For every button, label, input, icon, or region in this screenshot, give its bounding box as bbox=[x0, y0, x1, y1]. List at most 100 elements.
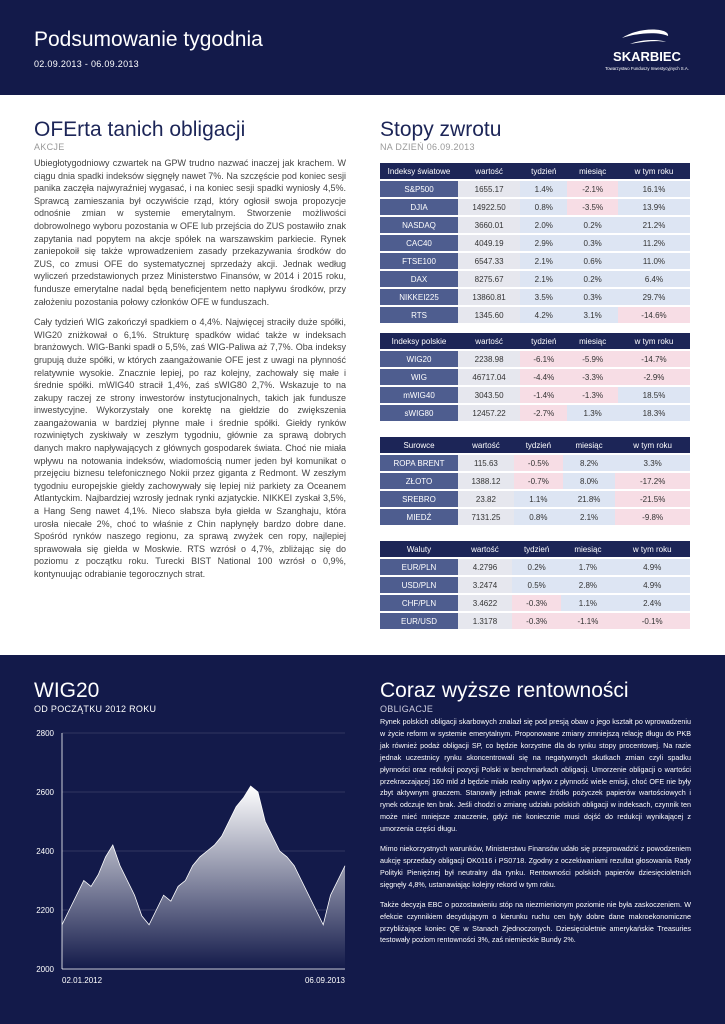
cell: -0.3% bbox=[511, 594, 562, 613]
row-label: S&P500 bbox=[380, 180, 458, 199]
table-row: WIG 46717.04 -4.4% -3.3% -2.9% bbox=[380, 368, 690, 387]
paragraph: Mimo niekorzystnych warunków, Ministerst… bbox=[380, 844, 691, 889]
cell: 2.9% bbox=[520, 234, 568, 253]
cell: 21.2% bbox=[617, 216, 690, 235]
row-label: mWIG40 bbox=[380, 386, 458, 405]
row-label: WIG20 bbox=[380, 350, 458, 369]
cell: 0.5% bbox=[511, 576, 562, 595]
column-header: w tym roku bbox=[617, 163, 690, 181]
cell: 0.2% bbox=[567, 270, 618, 289]
header-row: Indeksy polskie wartość tydzień miesiąc w ty… bbox=[380, 333, 690, 351]
y-tick-label: 2800 bbox=[36, 729, 54, 738]
cell: 14922.50 bbox=[458, 198, 521, 217]
table-row: RTS 1345.60 4.2% 3.1% -14.6% bbox=[380, 306, 690, 325]
logo: SKARBIEC Towarzystwo Funduszy Inwestycyj… bbox=[605, 29, 689, 71]
cell: 2.1% bbox=[562, 508, 616, 527]
cell: 6.4% bbox=[617, 270, 690, 289]
y-tick-label: 2200 bbox=[36, 906, 54, 915]
cell: 0.6% bbox=[567, 252, 618, 271]
paragraph: Także decyzja EBC o pozostawieniu stóp n… bbox=[380, 899, 691, 945]
row-label: SREBRO bbox=[380, 490, 458, 509]
cell: 2.8% bbox=[561, 576, 615, 595]
table-row: sWIG80 12457.22 -2.7% 1.3% 18.3% bbox=[380, 404, 690, 423]
cell: 3.2474 bbox=[458, 576, 512, 595]
article-title: OFErta tanich obligacji bbox=[34, 118, 246, 141]
returns-table: Indeksy światowe wartość tydzień miesiąc w t… bbox=[380, 163, 690, 325]
cell: -0.7% bbox=[513, 472, 563, 491]
column-header: wartość bbox=[458, 163, 521, 181]
table-row: ZŁOTO 1388.12 -0.7% 8.0% -17.2% bbox=[380, 472, 690, 491]
row-label: CHF/PLN bbox=[380, 594, 458, 613]
header-row: Surowce wartość tydzień miesiąc w tym roku bbox=[380, 437, 690, 455]
cell: 6547.33 bbox=[458, 252, 521, 271]
column-header: w tym roku bbox=[617, 333, 690, 351]
cell: 16.1% bbox=[617, 180, 690, 199]
column-header: miesiąc bbox=[567, 333, 618, 351]
cell: 3043.50 bbox=[458, 386, 521, 405]
logo-text: SKARBIEC bbox=[613, 49, 682, 64]
cell: 2.0% bbox=[520, 216, 568, 235]
column-header: tydzień bbox=[520, 163, 568, 181]
cell: 0.2% bbox=[567, 216, 618, 235]
y-tick-label: 2000 bbox=[36, 965, 54, 974]
column-header: w tym roku bbox=[615, 437, 690, 455]
row-label: WIG bbox=[380, 368, 458, 387]
row-label: EUR/USD bbox=[380, 612, 458, 631]
row-label: USD/PLN bbox=[380, 576, 458, 595]
row-label: DJIA bbox=[380, 198, 458, 217]
column-header: Indeksy światowe bbox=[380, 163, 458, 181]
page-title: Podsumowanie tygodnia bbox=[34, 28, 263, 51]
cell: -2.7% bbox=[520, 404, 568, 423]
row-label: CAC40 bbox=[380, 234, 458, 253]
cell: 115.63 bbox=[458, 454, 514, 473]
column-header: miesiąc bbox=[562, 437, 616, 455]
cell: -14.6% bbox=[617, 306, 690, 325]
y-tick-label: 2600 bbox=[36, 788, 54, 797]
cell: 0.2% bbox=[511, 558, 562, 577]
paragraph: Rynek polskich obligacji skarbowych znal… bbox=[380, 717, 691, 834]
cell: -1.3% bbox=[567, 386, 618, 405]
paragraph: Cały tydzień WIG zakończył spadkiem o 4,… bbox=[34, 317, 346, 579]
cell: -6.1% bbox=[520, 350, 568, 369]
cell: 4.2796 bbox=[458, 558, 512, 577]
row-label: RTS bbox=[380, 306, 458, 325]
row-label: FTSE100 bbox=[380, 252, 458, 271]
cell: 11.0% bbox=[617, 252, 690, 271]
cell: 0.3% bbox=[567, 234, 618, 253]
column-header: tydzień bbox=[513, 437, 563, 455]
cell: 0.8% bbox=[520, 198, 568, 217]
table-row: EUR/PLN 4.2796 0.2% 1.7% 4.9% bbox=[380, 558, 690, 577]
table-row: DJIA 14922.50 0.8% -3.5% 13.9% bbox=[380, 198, 690, 217]
x-tick-label: 06.09.2013 bbox=[305, 976, 346, 985]
cell: 2.1% bbox=[520, 270, 568, 289]
cell: 1.7% bbox=[561, 558, 615, 577]
cell: 8.2% bbox=[562, 454, 616, 473]
row-label: ROPA BRENT bbox=[380, 454, 458, 473]
table-row: CHF/PLN 3.4622 -0.3% 1.1% 2.4% bbox=[380, 594, 690, 613]
date-range: 02.09.2013 - 06.09.2013 bbox=[34, 59, 139, 69]
header-row: Waluty wartość tydzień miesiąc w tym roku bbox=[380, 541, 690, 559]
cell: 1388.12 bbox=[458, 472, 514, 491]
table-row: S&P500 1655.17 1.4% -2.1% 16.1% bbox=[380, 180, 690, 199]
cell: -9.8% bbox=[615, 508, 690, 527]
column-header: w tym roku bbox=[614, 541, 690, 559]
chart: 2000 2200 2400 2600 2800 02.01.2012 06.09.2013 bbox=[36, 729, 346, 985]
table-row: NASDAQ 3660.01 2.0% 0.2% 21.2% bbox=[380, 216, 690, 235]
table-row: SREBRO 23.82 1.1% 21.8% -21.5% bbox=[380, 490, 690, 509]
column-header: wartość bbox=[458, 437, 514, 455]
x-tick-label: 02.01.2012 bbox=[62, 976, 103, 985]
row-label: NASDAQ bbox=[380, 216, 458, 235]
returns-table: Indeksy polskie wartość tydzień miesiąc w ty… bbox=[380, 333, 690, 423]
cell: 3660.01 bbox=[458, 216, 521, 235]
column-header: Indeksy polskie bbox=[380, 333, 458, 351]
cell: 1655.17 bbox=[458, 180, 521, 199]
table-row: USD/PLN 3.2474 0.5% 2.8% 4.9% bbox=[380, 576, 690, 595]
cell: -17.2% bbox=[615, 472, 690, 491]
cell: 11.2% bbox=[617, 234, 690, 253]
table-row: CAC40 4049.19 2.9% 0.3% 11.2% bbox=[380, 234, 690, 253]
returns-table: Waluty wartość tydzień miesiąc w tym roku EUR… bbox=[380, 541, 690, 631]
row-label: sWIG80 bbox=[380, 404, 458, 423]
cell: 18.5% bbox=[617, 386, 690, 405]
cell: 1.4% bbox=[520, 180, 568, 199]
